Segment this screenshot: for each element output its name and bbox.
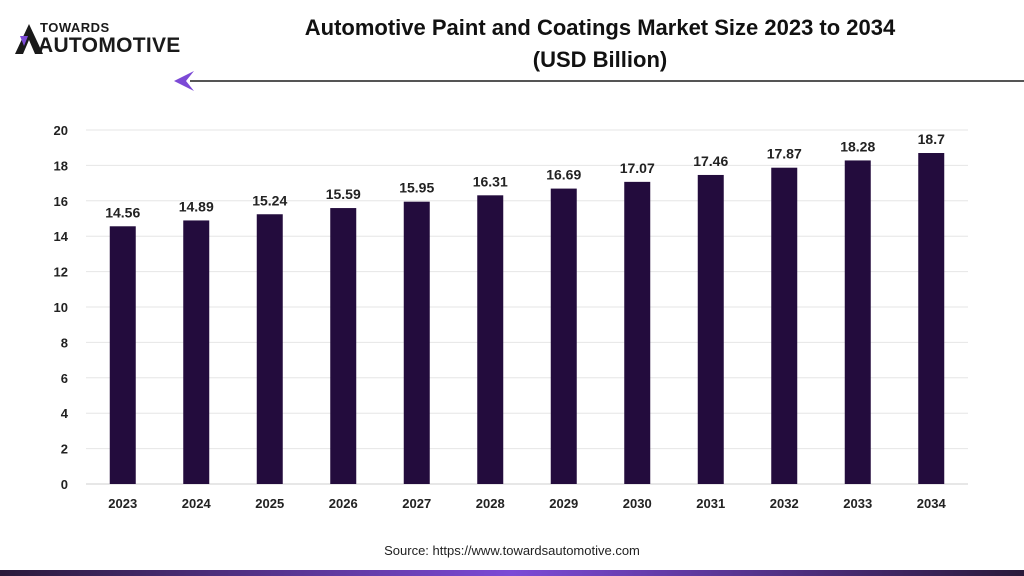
data-label: 14.56 [105,204,140,220]
x-tick-label: 2026 [329,496,358,511]
y-tick-label: 20 [54,123,68,138]
data-label: 18.7 [918,131,945,147]
data-label: 17.07 [620,160,655,176]
back-arrow-icon[interactable] [172,70,196,94]
data-label: 14.89 [179,198,214,214]
bars-layer [109,153,945,485]
brand-logo: TOWARDS AUTOMOTIVE [14,20,194,60]
y-tick-label: 14 [54,229,69,244]
data-label: 17.46 [693,153,728,169]
y-tick-label: 0 [61,477,68,492]
bar [477,195,504,485]
x-tick-label: 2031 [696,496,725,511]
x-axis: 2023 2024 2025 2026 2027 2028 2029 2030 2031 2032… [108,496,946,511]
data-label: 16.31 [473,173,508,189]
bar [697,174,724,484]
data-label: 18.28 [840,138,875,154]
header-divider [190,80,1024,82]
bottom-accent-bar [0,570,1024,576]
bar [256,214,283,484]
bar [183,220,210,484]
y-axis: 0 2 4 6 8 10 12 14 16 18 20 [54,123,69,492]
bar [403,201,430,484]
brand-logo-icon [15,24,43,54]
bar [844,160,871,484]
y-tick-label: 10 [54,300,68,315]
y-tick-label: 12 [54,265,68,280]
x-tick-label: 2034 [917,496,947,511]
x-tick-label: 2033 [843,496,872,511]
chart-subtitle: (USD Billion) [532,47,668,72]
y-tick-label: 2 [61,442,68,457]
x-tick-label: 2029 [549,496,578,511]
brand-name-top: TOWARDS [40,20,110,35]
grid-layer [86,129,968,485]
y-tick-label: 16 [54,194,68,209]
data-labels-layer: 14.56 14.89 15.24 15.59 15.95 16.31 16.69 17.07… [105,131,945,220]
x-tick-label: 2030 [623,496,652,511]
y-tick-label: 8 [61,335,68,350]
bar [330,208,357,484]
data-label: 16.69 [546,167,581,183]
bar [624,181,651,484]
bar [550,188,577,484]
x-tick-label: 2025 [255,496,284,511]
chart-title: Automotive Paint and Coatings Market Siz… [304,15,896,40]
brand-name-bottom: AUTOMOTIVE [38,34,181,57]
data-label: 17.87 [767,146,802,162]
bar [109,226,136,484]
chart-title-block: Automotive Paint and Coatings Market Siz… [220,12,980,76]
x-tick-label: 2027 [402,496,431,511]
bar [918,153,945,484]
x-tick-label: 2024 [182,496,212,511]
source-note: Source: https://www.towardsautomotive.co… [384,543,640,558]
x-tick-label: 2023 [108,496,137,511]
y-tick-label: 18 [54,158,68,173]
y-tick-label: 4 [61,406,69,421]
data-label: 15.24 [252,192,287,208]
x-tick-label: 2032 [770,496,799,511]
y-tick-label: 6 [61,371,68,386]
bar [771,167,798,485]
data-label: 15.95 [399,180,434,196]
x-tick-label: 2028 [476,496,505,511]
data-label: 15.59 [326,186,361,202]
